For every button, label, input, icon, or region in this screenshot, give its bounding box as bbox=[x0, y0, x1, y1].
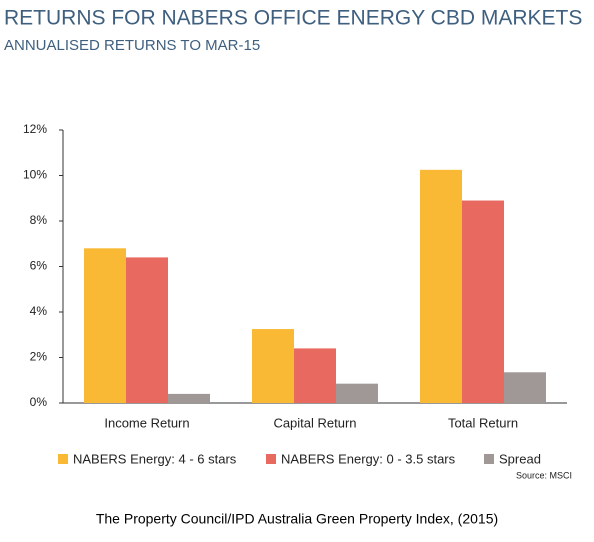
y-tick-label: 6% bbox=[30, 259, 48, 273]
x-tick-label: Income Return bbox=[104, 415, 189, 430]
y-tick-label: 8% bbox=[30, 213, 48, 227]
y-tick-label: 12% bbox=[23, 122, 47, 136]
bar bbox=[168, 393, 210, 403]
bar bbox=[126, 257, 168, 403]
source-note: Source: MSCI bbox=[516, 470, 572, 480]
legend-swatch bbox=[484, 454, 494, 464]
bar bbox=[420, 169, 462, 403]
caption: The Property Council/IPD Australia Green… bbox=[96, 511, 498, 527]
x-tick-label: Total Return bbox=[448, 415, 518, 430]
legend-label: NABERS Energy: 4 - 6 stars bbox=[73, 451, 237, 466]
bar bbox=[462, 200, 504, 403]
y-tick-label: 0% bbox=[30, 395, 48, 409]
legend-label: Spread bbox=[499, 451, 541, 466]
y-tick-label: 4% bbox=[30, 304, 48, 318]
legend-swatch bbox=[266, 454, 276, 464]
x-tick-label: Capital Return bbox=[273, 415, 356, 430]
y-tick-label: 10% bbox=[23, 168, 47, 182]
bar bbox=[294, 348, 336, 403]
legend-swatch bbox=[58, 454, 68, 464]
chart-title: RETURNS FOR NABERS OFFICE ENERGY CBD MAR… bbox=[4, 7, 582, 30]
chart-subtitle: ANNUALISED RETURNS TO MAR-15 bbox=[4, 37, 260, 54]
bar bbox=[84, 248, 126, 403]
bar bbox=[504, 372, 546, 403]
bar bbox=[252, 329, 294, 403]
legend-label: NABERS Energy: 0 - 3.5 stars bbox=[281, 451, 456, 466]
y-tick-label: 2% bbox=[30, 350, 48, 364]
bar bbox=[336, 383, 378, 403]
